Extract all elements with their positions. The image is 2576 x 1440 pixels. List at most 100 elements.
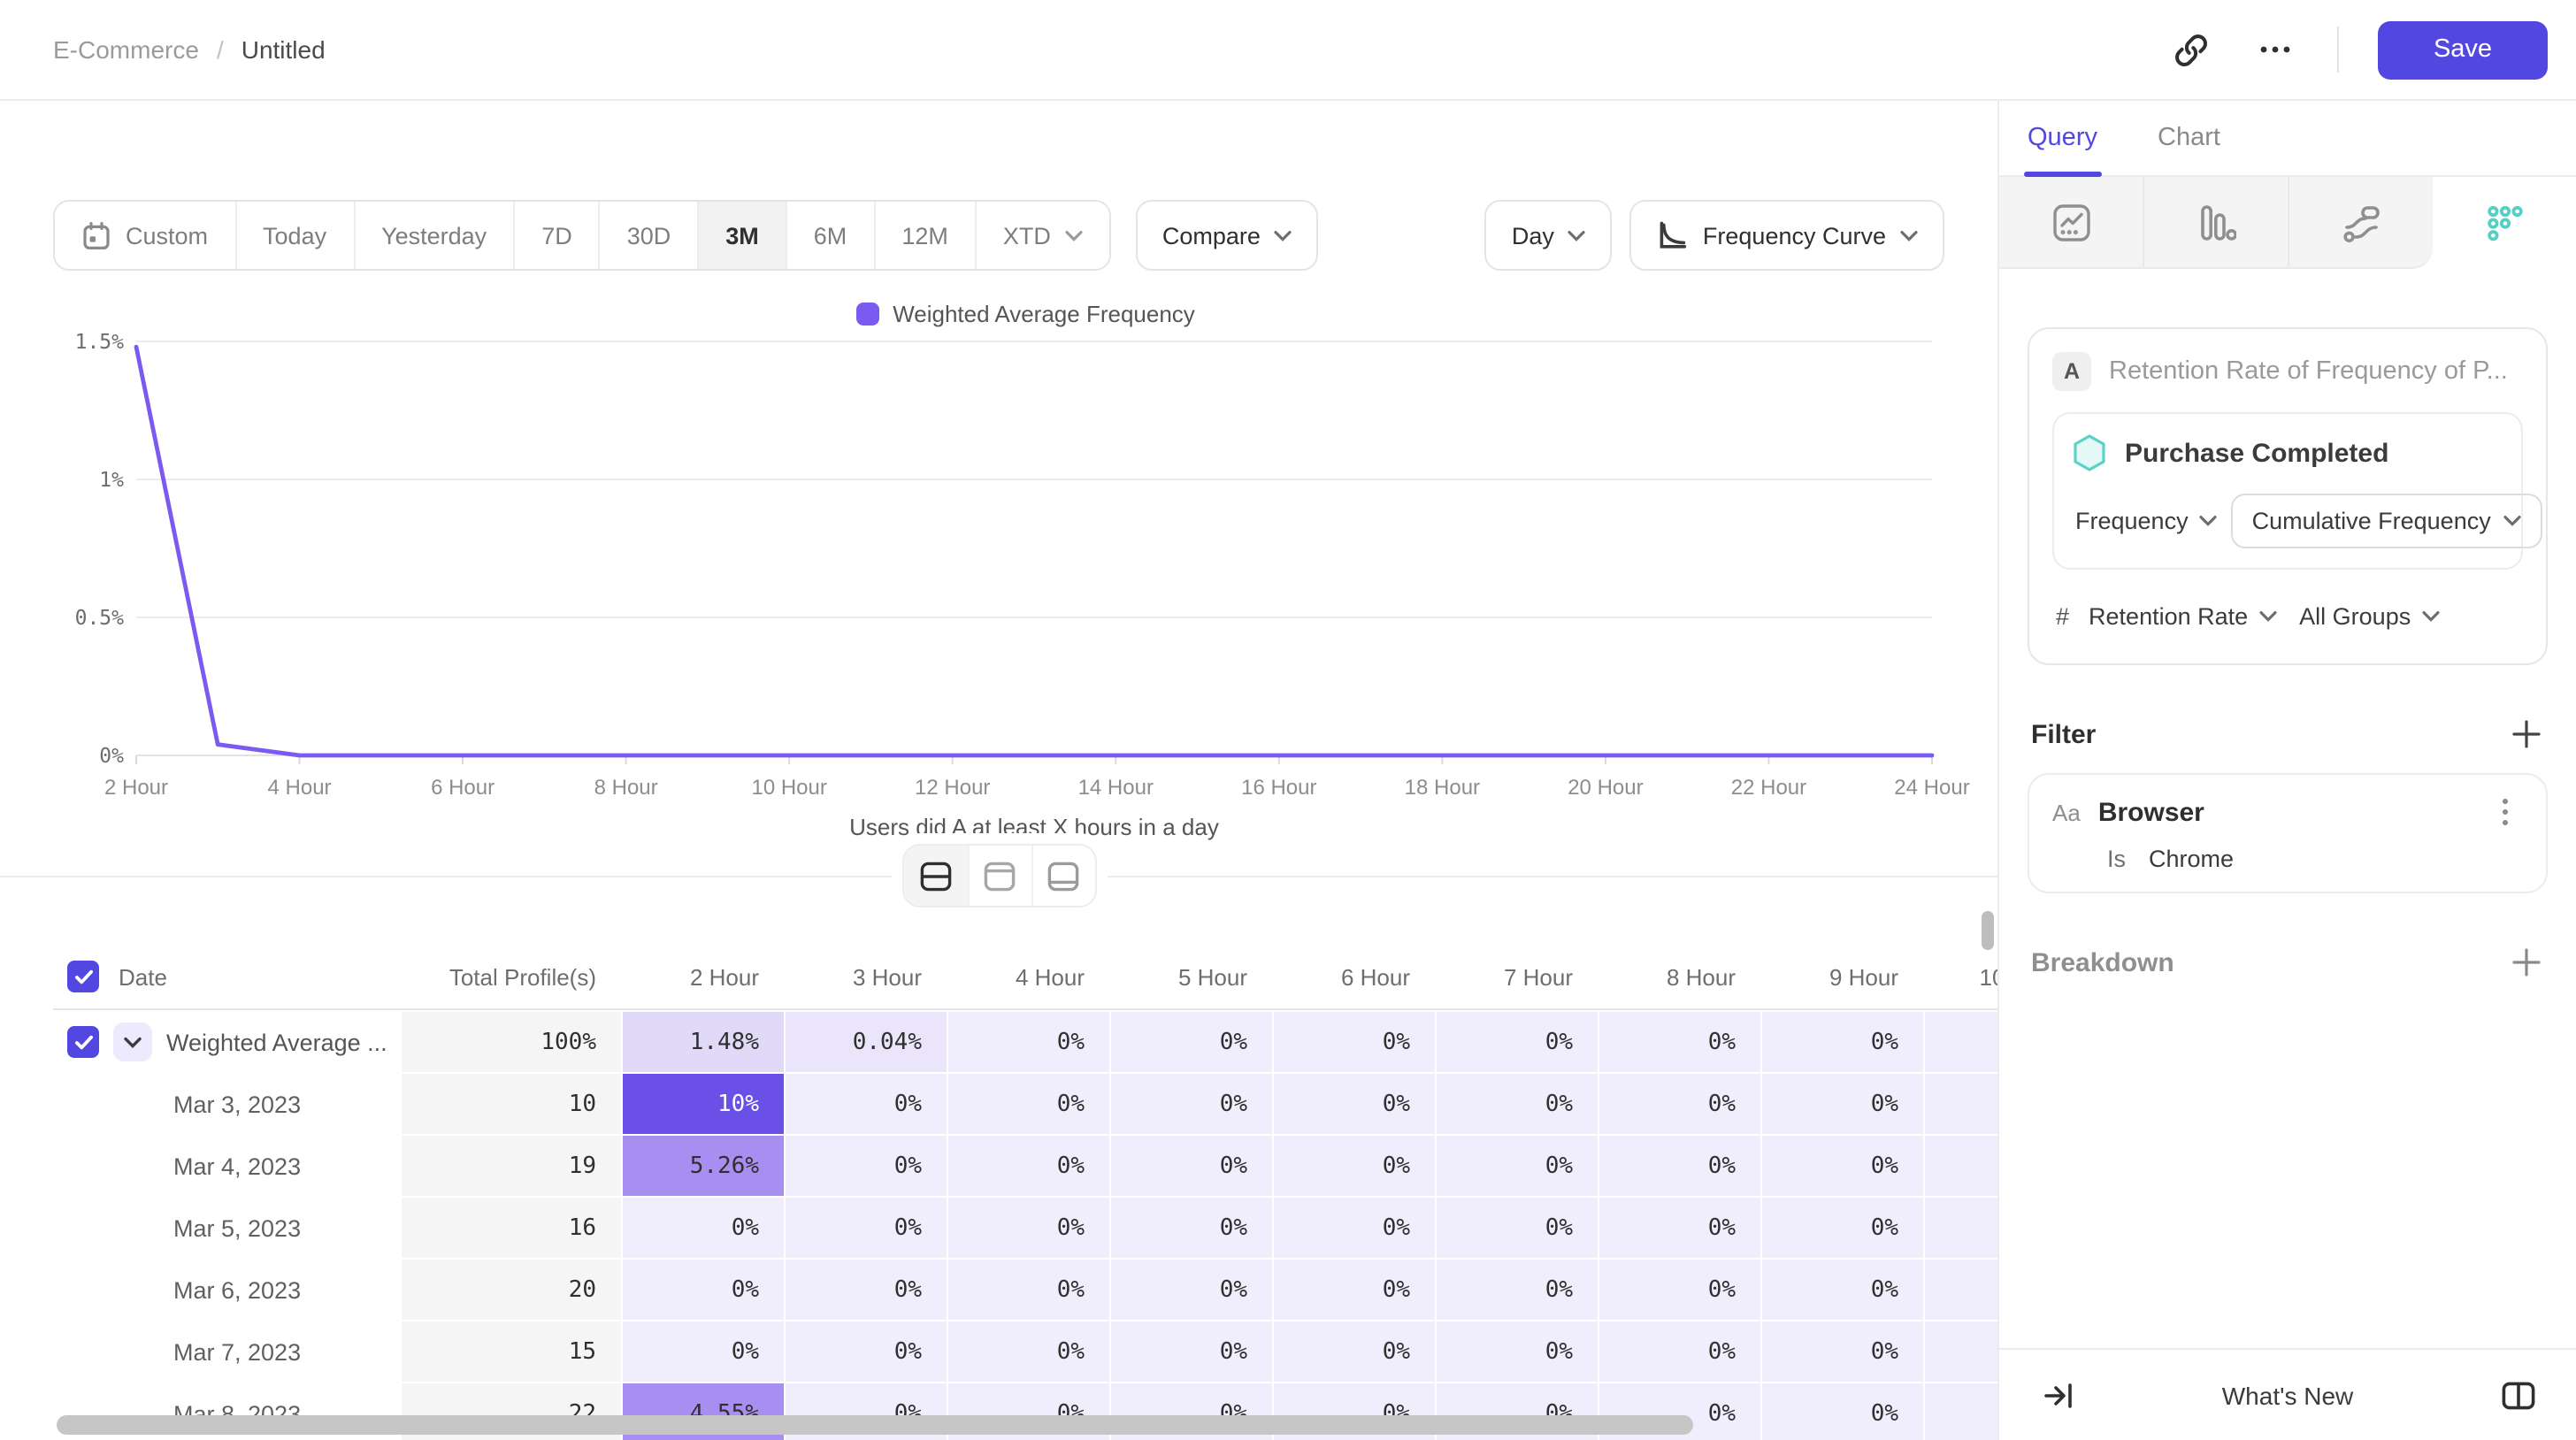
- retention-cell[interactable]: 0%: [1599, 1321, 1760, 1382]
- retention-cell[interactable]: 0%: [948, 1260, 1109, 1320]
- row-label[interactable]: Mar 6, 2023: [53, 1260, 400, 1320]
- retention-cell[interactable]: [1925, 1074, 1997, 1134]
- column-header-8-hour[interactable]: 8 Hour: [1666, 963, 1736, 990]
- whats-new-link[interactable]: What's New: [2221, 1381, 2354, 1409]
- cell-total-profiles[interactable]: 16: [402, 1198, 621, 1258]
- breadcrumb-parent[interactable]: E-Commerce: [53, 35, 199, 64]
- query-step-header[interactable]: A Retention Rate of Frequency of P...: [2052, 352, 2523, 391]
- bar-chart-icon[interactable]: [2144, 177, 2289, 269]
- column-header-10-hour[interactable]: 10 Hour: [1979, 963, 1998, 990]
- save-button[interactable]: Save: [2378, 20, 2548, 79]
- compare-button[interactable]: Compare: [1135, 200, 1319, 271]
- retention-icon[interactable]: [2433, 177, 2576, 269]
- breadcrumb-current-title[interactable]: Untitled: [241, 35, 326, 64]
- row-expander[interactable]: [113, 1023, 152, 1061]
- retention-cell[interactable]: 0%: [948, 1012, 1109, 1072]
- column-header-date[interactable]: Date: [53, 961, 400, 992]
- cell-total-profiles[interactable]: 10: [402, 1074, 621, 1134]
- retention-cell[interactable]: 5.26%: [623, 1136, 784, 1196]
- filter-value[interactable]: Chrome: [2149, 846, 2235, 872]
- range-today-button[interactable]: Today: [234, 202, 354, 269]
- tab-chart[interactable]: Chart: [2158, 124, 2220, 152]
- chart-type-dropdown[interactable]: Frequency Curve: [1629, 200, 1944, 271]
- insights-icon[interactable]: [1999, 177, 2144, 269]
- column-header-3-hour[interactable]: 3 Hour: [852, 963, 922, 990]
- retention-cell[interactable]: 0%: [1762, 1136, 1923, 1196]
- retention-cell[interactable]: 0%: [1111, 1012, 1272, 1072]
- retention-cell[interactable]: 0%: [1274, 1198, 1435, 1258]
- range-xtd-button[interactable]: XTD: [974, 202, 1109, 269]
- layout-split-view-button[interactable]: [903, 846, 967, 906]
- row-checkbox[interactable]: [67, 1026, 99, 1058]
- retention-cell[interactable]: 0%: [1599, 1012, 1760, 1072]
- groups-dropdown[interactable]: All Groups: [2296, 593, 2442, 640]
- retention-cell[interactable]: 0%: [1111, 1260, 1272, 1320]
- retention-cell[interactable]: [1925, 1260, 1997, 1320]
- more-options-icon[interactable]: [2252, 27, 2298, 73]
- retention-cell[interactable]: 0%: [623, 1260, 784, 1320]
- retention-cell[interactable]: [1925, 1136, 1997, 1196]
- retention-cell[interactable]: 0%: [1437, 1012, 1598, 1072]
- retention-cell[interactable]: 0%: [786, 1260, 947, 1320]
- cell-total-profiles[interactable]: 100%: [402, 1012, 621, 1072]
- granularity-dropdown[interactable]: Day: [1484, 200, 1613, 271]
- layout-table-only-button[interactable]: [1031, 846, 1094, 906]
- add-filter-icon[interactable]: [2509, 716, 2544, 752]
- column-header-9-hour[interactable]: 9 Hour: [1828, 963, 1898, 990]
- retention-cell[interactable]: 0%: [1599, 1260, 1760, 1320]
- cell-total-profiles[interactable]: 19: [402, 1136, 621, 1196]
- retention-cell[interactable]: 0%: [1274, 1321, 1435, 1382]
- retention-cell[interactable]: 0%: [1762, 1260, 1923, 1320]
- event-selector[interactable]: Purchase Completed: [2072, 433, 2503, 472]
- retention-cell[interactable]: [1925, 1198, 1997, 1258]
- range-6m-button[interactable]: 6M: [785, 202, 874, 269]
- retention-cell[interactable]: 0%: [623, 1321, 784, 1382]
- retention-cell[interactable]: 0%: [1762, 1012, 1923, 1072]
- cell-total-profiles[interactable]: 20: [402, 1260, 621, 1320]
- column-header-total-profile-s-[interactable]: Total Profile(s): [448, 963, 596, 990]
- retention-cell[interactable]: 0%: [948, 1321, 1109, 1382]
- layout-chart-only-button[interactable]: [967, 846, 1031, 906]
- row-label[interactable]: Weighted Average ...: [53, 1012, 400, 1072]
- column-header-4-hour[interactable]: 4 Hour: [1015, 963, 1085, 990]
- frequency-dropdown[interactable]: Frequency: [2072, 497, 2220, 545]
- retention-cell[interactable]: 0%: [1437, 1260, 1598, 1320]
- filter-operator[interactable]: Is: [2107, 846, 2127, 872]
- frequency-type-dropdown[interactable]: Cumulative Frequency: [2230, 494, 2542, 548]
- retention-cell[interactable]: 0%: [1274, 1012, 1435, 1072]
- filter-kebab-icon[interactable]: [2488, 794, 2523, 830]
- retention-cell[interactable]: 0%: [1599, 1198, 1760, 1258]
- retention-cell[interactable]: 0%: [1599, 1074, 1760, 1134]
- split-panel-icon[interactable]: [2495, 1372, 2541, 1418]
- retention-cell[interactable]: 0%: [1274, 1074, 1435, 1134]
- retention-cell[interactable]: 0%: [948, 1198, 1109, 1258]
- retention-cell[interactable]: 0%: [786, 1136, 947, 1196]
- retention-cell[interactable]: 0%: [623, 1198, 784, 1258]
- range-yesterday-button[interactable]: Yesterday: [353, 202, 514, 269]
- column-header-2-hour[interactable]: 2 Hour: [689, 963, 759, 990]
- retention-cell[interactable]: [1925, 1012, 1997, 1072]
- retention-cell[interactable]: 0%: [1437, 1198, 1598, 1258]
- retention-cell[interactable]: 0%: [1762, 1198, 1923, 1258]
- column-header-7-hour[interactable]: 7 Hour: [1503, 963, 1573, 990]
- retention-cell[interactable]: 0%: [1762, 1321, 1923, 1382]
- retention-cell[interactable]: 1.48%: [623, 1012, 784, 1072]
- frequency-curve-chart[interactable]: 0% 0.5% 1% 1.5% 2 Hour 4 Hour 6 Hour 8 Hour 10 H…: [53, 331, 1997, 840]
- retention-cell[interactable]: 0%: [1437, 1321, 1598, 1382]
- retention-cell[interactable]: 0%: [1274, 1260, 1435, 1320]
- retention-cell[interactable]: 0.04%: [786, 1012, 947, 1072]
- range-7d-button[interactable]: 7D: [513, 202, 599, 269]
- cell-total-profiles[interactable]: 15: [402, 1321, 621, 1382]
- retention-cell[interactable]: 0%: [1437, 1136, 1598, 1196]
- horizontal-scrollbar-thumb[interactable]: [57, 1415, 1693, 1435]
- retention-cell[interactable]: 10%: [623, 1074, 784, 1134]
- measure-dropdown[interactable]: Retention Rate: [2085, 593, 2280, 640]
- row-label[interactable]: Mar 7, 2023: [53, 1321, 400, 1382]
- tab-query[interactable]: Query: [2024, 101, 2100, 177]
- flows-icon[interactable]: [2289, 177, 2433, 269]
- retention-cell[interactable]: [1925, 1383, 1997, 1440]
- retention-cell[interactable]: 0%: [1111, 1321, 1272, 1382]
- chart-legend[interactable]: Weighted Average Frequency: [53, 295, 1997, 331]
- retention-cell[interactable]: 0%: [948, 1074, 1109, 1134]
- row-label[interactable]: Mar 5, 2023: [53, 1198, 400, 1258]
